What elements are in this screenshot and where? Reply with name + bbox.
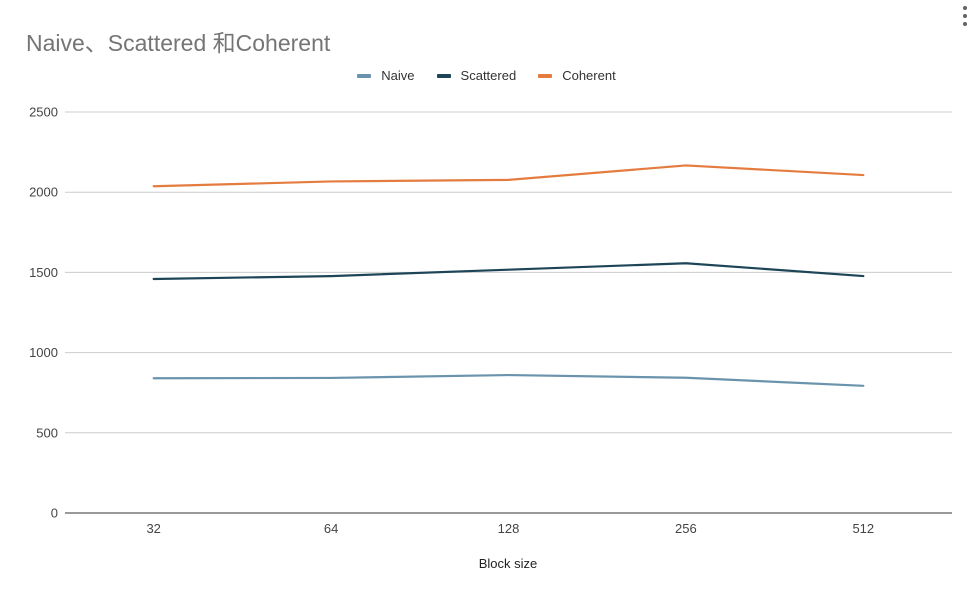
y-tick-label: 1500 — [29, 265, 58, 280]
chart-legend: Naive Scattered Coherent — [0, 68, 973, 83]
legend-swatch — [357, 73, 372, 78]
x-tick-label: 512 — [852, 521, 874, 536]
legend-label: Naive — [381, 68, 415, 83]
y-tick-label: 2000 — [29, 185, 58, 200]
legend-item-naive[interactable]: Naive — [357, 68, 415, 83]
x-tick-label: 256 — [675, 521, 697, 536]
y-tick-label: 2500 — [29, 105, 58, 120]
series-line-scattered — [152, 262, 865, 281]
more-options-icon[interactable] — [960, 6, 970, 28]
legend-swatch — [538, 73, 553, 78]
legend-item-coherent[interactable]: Coherent — [538, 68, 616, 83]
menu-dot — [963, 22, 967, 26]
legend-item-scattered[interactable]: Scattered — [436, 68, 517, 83]
legend-label: Scattered — [460, 68, 517, 83]
x-tick-label: 128 — [498, 521, 520, 536]
y-tick-label: 1000 — [29, 345, 58, 360]
chart-title: Naive、Scattered 和Coherent — [26, 30, 331, 56]
legend-swatch — [436, 73, 451, 78]
x-tick-label: 32 — [146, 521, 160, 536]
x-axis-label: Block size — [478, 556, 538, 571]
y-tick-label: 0 — [51, 506, 58, 521]
series-line-naive — [152, 373, 865, 387]
legend-label: Coherent — [562, 68, 616, 83]
menu-dot — [963, 14, 967, 18]
series-line-coherent — [152, 164, 865, 188]
menu-dot — [963, 6, 967, 10]
x-tick-label: 64 — [324, 521, 338, 536]
y-tick-label: 500 — [36, 425, 58, 440]
